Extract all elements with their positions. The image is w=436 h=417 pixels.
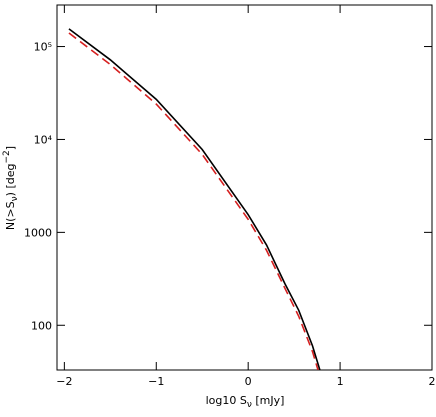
x-tick-label: −1: [148, 375, 164, 388]
series-line: [68, 32, 319, 370]
x-tick-label: −2: [56, 375, 72, 388]
plot-frame: [56, 4, 433, 371]
y-tick-label: 100: [31, 319, 52, 332]
series-line: [68, 28, 321, 370]
x-tick-label: 1: [337, 375, 344, 388]
x-tick-label: 0: [245, 375, 252, 388]
y-tick-label: 10⁵: [34, 41, 52, 54]
y-tick-label: 1000: [24, 226, 52, 239]
y-axis-label: N(>Sν) [deg−2]: [2, 146, 20, 230]
x-axis-label: log10 Sν [mJy]: [206, 394, 285, 410]
x-tick-label: 2: [429, 375, 436, 388]
y-tick-label: 10⁴: [34, 133, 53, 146]
